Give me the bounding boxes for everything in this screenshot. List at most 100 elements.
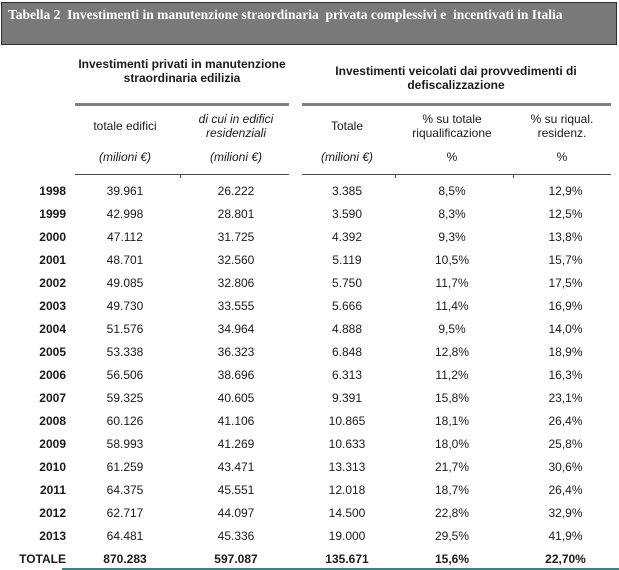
row-year-label: 2010 xyxy=(39,459,66,474)
row-value: 18,1% xyxy=(434,413,470,428)
row-year-label: 2012 xyxy=(39,505,66,520)
row-value: 60.126 xyxy=(106,413,144,428)
table-row: 2007 59.325 40.605 9.391 15,8% 23,1% xyxy=(0,386,619,409)
column-divider-tick xyxy=(180,174,181,178)
row-value: 45.551 xyxy=(217,482,255,497)
row-value: 3.385 xyxy=(331,183,363,198)
row-year-label: 2011 xyxy=(39,482,66,497)
row-value: 19.000 xyxy=(328,528,366,543)
group1-underline xyxy=(75,103,289,106)
table-row: 2013 64.481 45.336 19.000 29,5% 41,9% xyxy=(0,524,619,547)
table-row: 2000 47.112 31.725 4.392 9,3% 13,8% xyxy=(0,225,619,248)
row-value: 10.865 xyxy=(328,413,366,428)
group-header-tax-incentive-investments: Investimenti veicolati dai provvedimenti… xyxy=(335,64,577,92)
table-row: 2003 49.730 33.555 5.666 11,4% 16,9% xyxy=(0,294,619,317)
row-value: 56.506 xyxy=(106,367,144,382)
row-value: 42.998 xyxy=(106,206,144,221)
row-value: 12,9% xyxy=(548,183,583,198)
row-value: 12,8% xyxy=(434,344,470,359)
row-value: 3.590 xyxy=(331,206,363,221)
row-value: 9.391 xyxy=(331,390,363,405)
row-value: 5.666 xyxy=(331,298,363,313)
unit-label: (milioni €) xyxy=(209,150,262,164)
row-year-label: 2013 xyxy=(39,528,66,543)
row-value: 11,7% xyxy=(435,275,469,290)
row-value: 870.283 xyxy=(103,551,147,566)
table-body: 1998 39.961 26.222 3.385 8,5% 12,9% 1999 42.998… xyxy=(0,179,619,570)
row-value: 32.806 xyxy=(217,275,255,290)
row-value: 8,5% xyxy=(438,183,466,198)
row-year-label: 2008 xyxy=(39,413,66,428)
unit-label: % xyxy=(446,150,458,164)
table-row: 2012 62.717 44.097 14.500 22,8% 32,9% xyxy=(0,501,619,524)
row-value: 47.112 xyxy=(107,229,143,244)
row-value: 12.018 xyxy=(328,482,366,497)
row-value: 21,7% xyxy=(434,459,470,474)
row-value: 17,5% xyxy=(548,275,583,290)
row-value: 51.576 xyxy=(106,321,144,336)
table-row: 1999 42.998 28.801 3.590 8,3% 12,5% xyxy=(0,202,619,225)
row-value: 34.964 xyxy=(217,321,255,336)
row-value: 18,0% xyxy=(434,436,470,451)
unit-label: (milioni €) xyxy=(98,150,151,164)
group-header-private-investments: Investimenti privati in manutenzione str… xyxy=(78,57,286,85)
row-value: 40.605 xyxy=(217,390,255,405)
row-value: 9,5% xyxy=(438,321,466,336)
row-year-label: 2003 xyxy=(39,298,66,313)
unit-label: % xyxy=(556,150,568,164)
row-value: 25,8% xyxy=(548,436,583,451)
row-year-label: 1999 xyxy=(39,206,66,221)
table-row: 2009 58.993 41.269 10.633 18,0% 25,8% xyxy=(0,432,619,455)
row-year-label: 1998 xyxy=(39,183,66,198)
row-value: 31.725 xyxy=(217,229,255,244)
table-total-row: TOTALE 870.283 597.087 135.671 15,6% 22,70% xyxy=(0,547,619,570)
row-value: 38.696 xyxy=(217,367,255,382)
table-row: 2008 60.126 41.106 10.865 18,1% 26,4% xyxy=(0,409,619,432)
row-value: 62.717 xyxy=(106,505,144,520)
row-value: 43.471 xyxy=(217,459,255,474)
row-value: 6.848 xyxy=(331,344,363,359)
table-row: 2002 49.085 32.806 5.750 11,7% 17,5% xyxy=(0,271,619,294)
row-value: 23,1% xyxy=(548,390,583,405)
row-value: 26.222 xyxy=(217,183,255,198)
unit-label: (milioni €) xyxy=(320,150,373,164)
row-year-label: 2005 xyxy=(39,344,66,359)
row-value: 61.259 xyxy=(106,459,144,474)
row-value: 49.730 xyxy=(106,298,144,313)
group2-underline xyxy=(302,103,611,106)
row-value: 10.633 xyxy=(328,436,366,451)
row-value: 41.269 xyxy=(217,436,255,451)
row-value: 26,4% xyxy=(548,413,583,428)
row-value: 41,9% xyxy=(548,528,583,543)
row-year-label: 2000 xyxy=(39,229,66,244)
row-value: 15,6% xyxy=(434,551,470,566)
row-value: 26,4% xyxy=(548,482,583,497)
row-value: 597.087 xyxy=(214,551,258,566)
row-value: 29,5% xyxy=(434,528,470,543)
row-year-label: 2009 xyxy=(39,436,66,451)
row-value: 4.888 xyxy=(331,321,363,336)
table-row: 2005 53.338 36.323 6.848 12,8% 18,9% xyxy=(0,340,619,363)
row-value: 32,9% xyxy=(548,505,583,520)
row-value: 58.993 xyxy=(106,436,144,451)
row-value: 11,4% xyxy=(435,298,469,313)
header-bottom-line-group1 xyxy=(75,174,289,175)
row-value: 13.313 xyxy=(328,459,366,474)
row-value: 28.801 xyxy=(217,206,255,221)
row-value: 53.338 xyxy=(106,344,144,359)
row-value: 15,8% xyxy=(434,390,470,405)
table-row: 2001 48.701 32.560 5.119 10,5% 15,7% xyxy=(0,248,619,271)
row-value: 15,7% xyxy=(548,252,583,267)
row-value: 14.500 xyxy=(328,505,366,520)
row-value: 45.336 xyxy=(217,528,255,543)
row-value: 4.392 xyxy=(331,229,363,244)
row-value: 18,9% xyxy=(548,344,583,359)
row-value: 32.560 xyxy=(217,252,255,267)
row-value: 48.701 xyxy=(106,252,144,267)
column-header-totale-edifici: totale edifici xyxy=(93,119,157,133)
row-value: 12,5% xyxy=(548,206,583,221)
row-year-label: 2002 xyxy=(39,275,66,290)
row-year-label: TOTALE xyxy=(19,551,66,566)
header-bottom-line-group2 xyxy=(302,174,611,175)
